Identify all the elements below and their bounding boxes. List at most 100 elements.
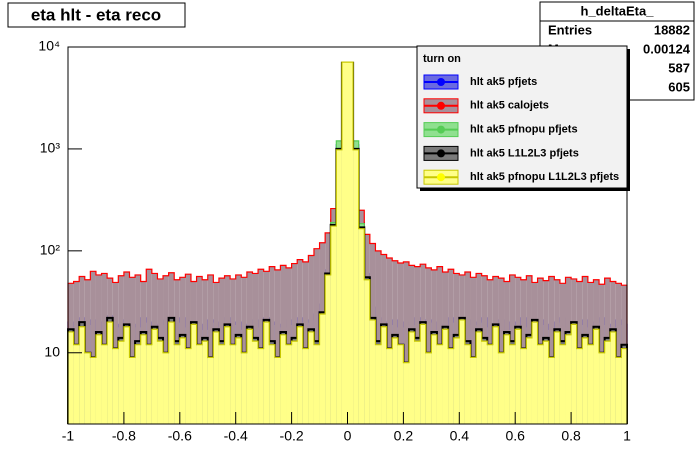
histogram-bin [196,344,203,424]
histogram-bin [537,344,544,424]
histogram-bin [543,341,549,424]
histogram-bin [571,324,577,424]
histogram-bin [587,344,594,424]
histogram-bin [319,314,326,424]
legend-marker [437,125,445,134]
y-tick-label: 10² [40,242,61,258]
y-tick-label: 10 [44,343,60,359]
axes: 10 10² 10³ 10⁴ -1 -0.8 -0.6 -0.4 -0.2 0 0.2 0.4 0.6 0… [38,38,631,444]
histogram-bin [79,326,85,424]
histogram-bin [414,341,421,424]
histogram-bin [425,352,432,424]
legend-marker [437,149,445,158]
legend-label: hlt ak5 L1L2L3 pfjets [470,147,579,159]
histogram-bin [621,348,627,424]
histogram-bin [448,269,454,424]
histogram-bin [397,262,404,424]
histogram-bin [123,326,130,424]
histogram-bin [615,283,622,424]
histogram-bin [168,322,175,424]
histogram-bin [241,352,247,424]
stats-value: 18882 [654,22,690,37]
histogram-bin [381,326,387,424]
histogram-bin [615,357,622,424]
histogram-bin [531,322,538,424]
x-tick-label: 1 [623,428,631,444]
plot-area [67,61,628,424]
x-tick-label: -1 [62,428,75,444]
histogram-bin [386,258,393,424]
stats-label: Entries [548,22,592,37]
histogram-bin [151,329,158,424]
histogram-bin [341,62,348,424]
histogram-bin [487,344,493,424]
histogram-bin [291,341,298,424]
histogram-bin [107,322,113,424]
histogram-bin [90,271,96,424]
stats-title: h_deltaEta_ [581,3,655,18]
histogram-bin [464,344,471,424]
x-tick-label: -0.6 [168,428,192,444]
histogram-bin [336,149,342,424]
histogram-bin [185,348,191,424]
legend-marker [437,173,445,182]
histogram-bin [610,331,616,424]
histogram-bin [548,357,555,424]
histogram-bin [436,344,443,424]
histogram-bin [604,341,611,424]
histogram-bin [548,276,555,424]
histogram-bin [258,269,264,424]
histogram-bin [157,341,164,424]
x-tick-label: 0 [344,428,352,444]
histogram-bin [448,348,454,424]
legend-marker [437,101,445,110]
histogram-bin [263,322,270,424]
histogram-bin [112,348,119,424]
histogram-bin [163,275,169,424]
histogram-bin [235,337,242,424]
legend: turn on hlt ak5 pfjets hlt ak5 calojets hl… [416,45,630,191]
histogram-bin [135,344,141,424]
histogram-bin [269,344,275,424]
legend-marker [437,78,445,86]
legend-frame [416,45,628,189]
histogram-bin [280,334,287,424]
histogram-bin [392,337,398,424]
histogram-bin [286,344,292,424]
histogram-bin [386,348,393,424]
histogram-bin [470,357,477,424]
histogram-bin [73,344,80,424]
histogram-bin [353,149,359,424]
chart-title: eta hlt - eta reco [31,5,161,24]
histogram-bin [593,329,600,424]
histogram-bin [476,331,482,424]
histogram-bin [325,274,331,424]
histogram-bin [481,341,488,424]
histogram-bin [207,357,214,424]
histogram-bin [90,357,96,424]
stats-value: 587 [668,60,690,75]
histogram-bin [274,269,281,424]
stats-value: 605 [668,79,690,94]
histogram-bin [442,329,449,424]
histogram-bin [129,357,136,424]
x-tick-label: 0.6 [505,428,525,444]
y-tick-label: 10⁴ [38,38,60,54]
histogram-bin [68,331,74,424]
histogram-bin [129,277,136,424]
histogram-bin [403,362,409,424]
legend-label: hlt ak5 calojets [470,100,549,112]
legend-title: turn on [423,53,461,65]
histogram-bin [431,334,437,424]
histogram-bin [218,344,225,424]
histogram-bin [252,341,259,424]
x-tick-label: -0.8 [112,428,136,444]
histogram-bin [190,324,197,424]
histogram-bin [375,344,382,424]
histogram-outline [67,61,628,424]
histogram-bin [453,337,460,424]
title-box [7,2,186,28]
histogram-bin [118,341,124,424]
x-tick-label: -0.2 [280,428,304,444]
histogram-bin [408,331,415,424]
